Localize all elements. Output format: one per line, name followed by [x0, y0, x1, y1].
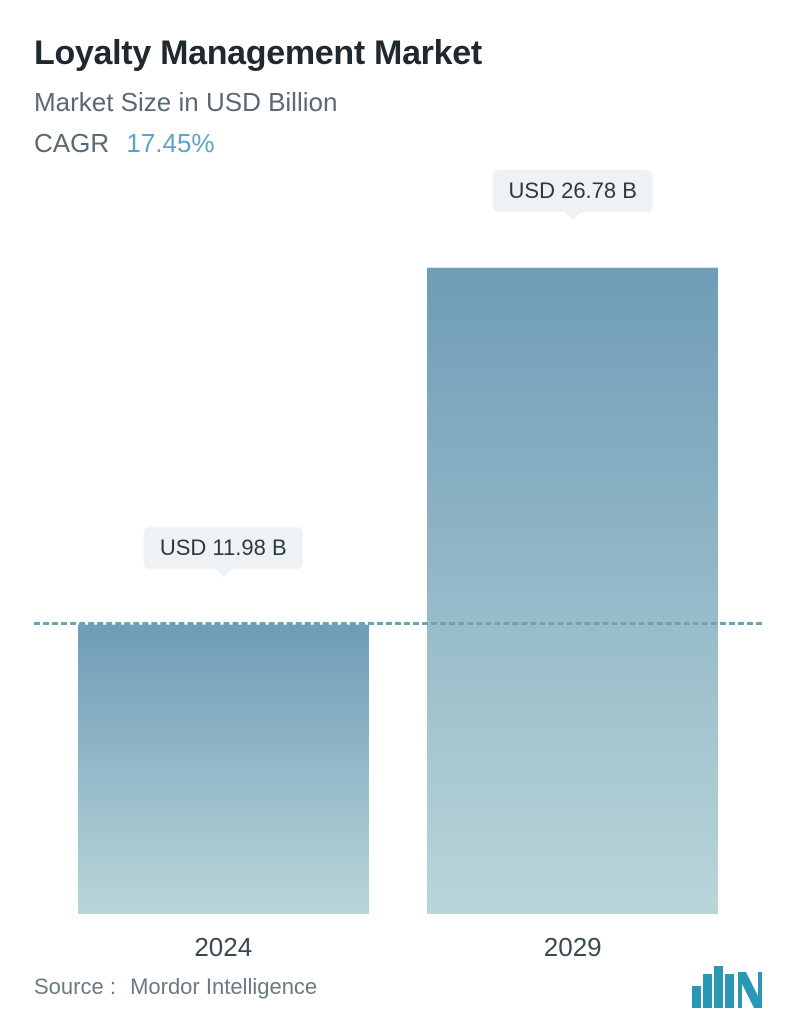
xaxis-label-2024: 2024 [194, 932, 252, 963]
source-label: Source : [34, 974, 116, 999]
source: Source : Mordor Intelligence [34, 974, 317, 1000]
bar-2029 [427, 267, 718, 914]
reference-line [34, 622, 762, 625]
plot-area: USD 11.98 B2024USD 26.78 B2029 [34, 190, 762, 914]
cagr-value: 17.45% [126, 128, 214, 158]
chart-card: Loyalty Management Market Market Size in… [0, 0, 796, 1034]
chart-title: Loyalty Management Market [34, 34, 762, 73]
footer: Source : Mordor Intelligence [34, 966, 762, 1008]
chart-subtitle: Market Size in USD Billion [34, 87, 762, 118]
value-label-2024: USD 11.98 B [144, 527, 303, 569]
cagr-label: CAGR [34, 128, 109, 158]
bar-2024 [78, 624, 369, 914]
xaxis-label-2029: 2029 [544, 932, 602, 963]
cagr-row: CAGR 17.45% [34, 128, 762, 159]
brand-logo-icon [692, 966, 762, 1008]
source-name: Mordor Intelligence [130, 974, 317, 999]
value-label-2029: USD 26.78 B [493, 170, 653, 212]
